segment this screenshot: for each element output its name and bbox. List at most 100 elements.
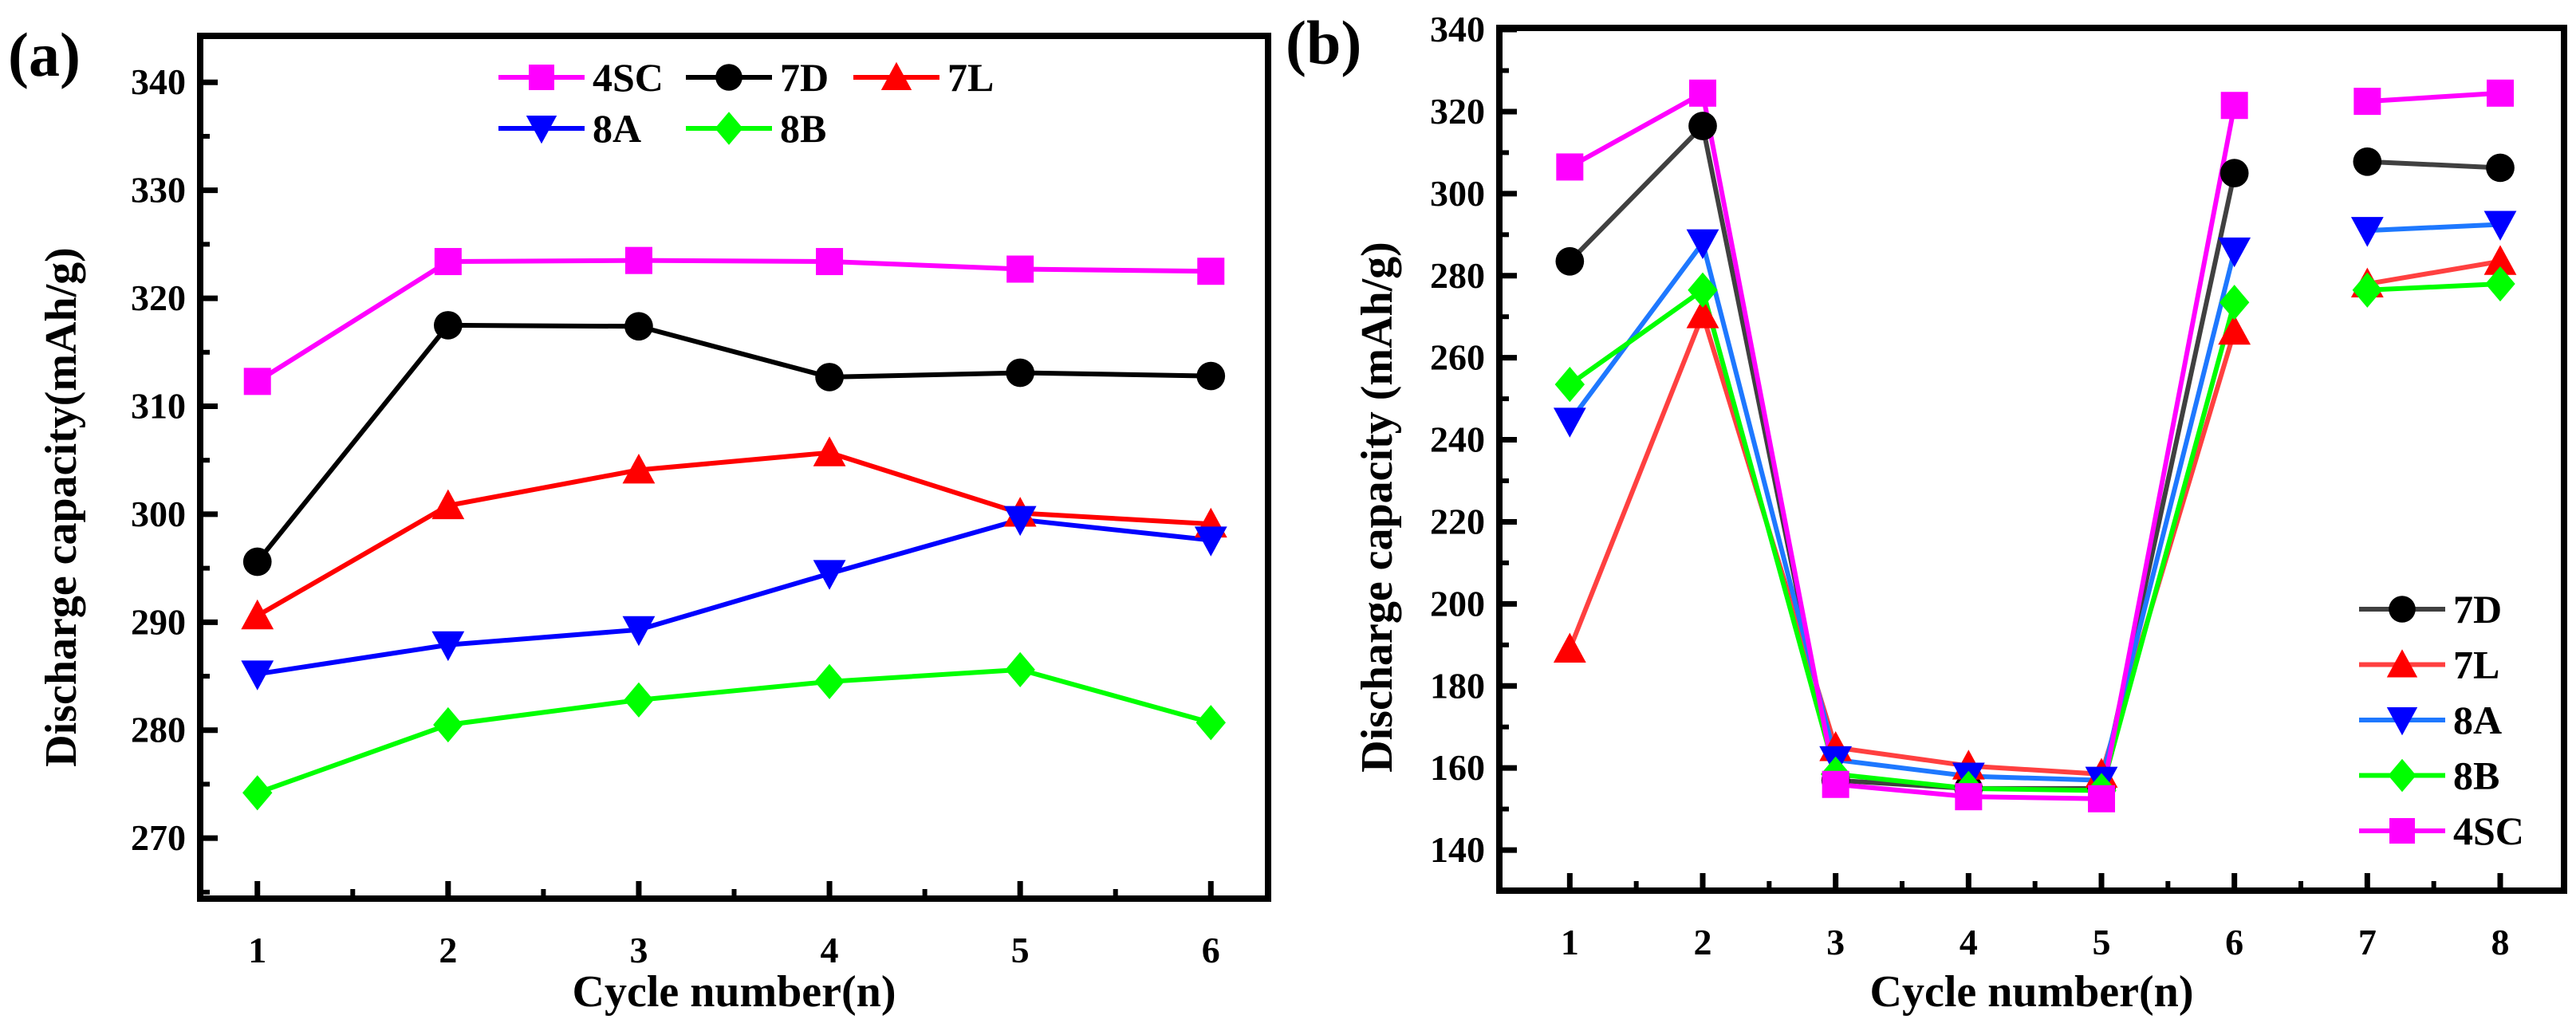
series-7D: [255, 322, 1211, 564]
y-axis-label: Discharge capacity (mAh/g): [1353, 242, 1402, 773]
legend-item-8B: 8B: [686, 106, 826, 151]
data-point-8B-6: [1195, 705, 1226, 741]
data-point-4SC-5: [2088, 785, 2115, 813]
data-point-4SC-2: [1689, 79, 1716, 107]
series-line-7D: [255, 322, 1211, 564]
y-tick-label: 220: [1430, 501, 1485, 541]
data-point-4SC-8: [2487, 79, 2514, 107]
data-point-7D-2: [1688, 112, 1717, 140]
data-point-7L-8: [2483, 245, 2517, 275]
data-point-8A-6: [2218, 237, 2251, 268]
y-tick-label: 310: [131, 385, 186, 426]
data-point-7D-5: [1006, 358, 1035, 388]
chart-panel-a: 270 280 290 300 310 320 330 340 1 2 3 4 5 6 Cycle numb…: [8, 20, 1271, 1017]
data-point-4SC-4: [1955, 783, 1983, 811]
data-point-7D-1: [242, 547, 272, 576]
legend-label: 4SC: [2453, 809, 2524, 853]
legend-label: 8A: [2453, 698, 2502, 742]
data-point-7D-7: [2353, 147, 2382, 176]
y-tick-label: 280: [131, 710, 186, 750]
series-line-8B: [2367, 281, 2501, 293]
series-7L: [1567, 258, 2501, 777]
y-tick-label: 320: [1430, 91, 1485, 132]
data-point-7D-8: [2486, 153, 2515, 183]
x-tick-label: 7: [2358, 922, 2377, 962]
y-tick-label: 200: [1430, 583, 1485, 624]
legend-item-7D: 7D: [686, 55, 829, 100]
data-point-7D-3: [624, 312, 653, 341]
y-tick-label: 280: [1430, 255, 1485, 296]
legend-item-4SC: 4SC: [498, 55, 664, 100]
series-7L: [256, 450, 1211, 618]
data-point-8B-2: [1688, 272, 1718, 308]
data-point-4SC-3: [1822, 770, 1849, 798]
series-line-4SC: [1568, 90, 2237, 801]
data-point-4SC-7: [2353, 88, 2381, 116]
plot-frame: [1496, 25, 2567, 894]
data-point-8B-7: [2352, 272, 2383, 308]
series-markers-7L: [1553, 245, 2517, 788]
y-tick-label: 320: [131, 277, 186, 318]
series-4SC: [256, 258, 1211, 384]
x-tick-label: 3: [629, 930, 648, 970]
x-tick-label: 2: [1694, 922, 1712, 962]
chart-panel-b: 140 160 180 200 220 240 260 280 300 320 340 1 2 3 4 5 6 7…: [1286, 8, 2567, 1017]
data-point-4SC-3: [624, 246, 652, 274]
legend: 7D 7L 8A 8B 4SC: [2359, 587, 2524, 853]
y-axis-label: Discharge capacity(mAh/g): [37, 247, 86, 767]
data-point-7D-4: [815, 363, 844, 392]
legend-label: 8B: [2453, 754, 2499, 798]
plot-frame: [197, 33, 1271, 902]
data-point-7L-6: [2218, 314, 2251, 345]
data-point-8B-5: [1005, 651, 1035, 688]
x-tick-label: 4: [1960, 922, 1978, 962]
y-tick-label: 270: [131, 817, 186, 858]
data-point-7L-3: [622, 453, 656, 484]
series-markers-8B: [242, 651, 1226, 811]
x-tick-label: 8: [2491, 922, 2510, 962]
legend-item-7L: 7L: [2359, 643, 2499, 687]
x-tick-label: 1: [248, 930, 266, 970]
data-point-4SC-6: [1197, 258, 1225, 285]
legend-label: 7L: [947, 55, 994, 100]
legend-item-8A: 8A: [2359, 698, 2502, 742]
data-point-8B-6: [2219, 285, 2250, 321]
x-axis-label: Cycle number(n): [573, 967, 896, 1017]
series-4SC: [1568, 90, 2501, 801]
y-tick-label: 340: [1430, 9, 1485, 49]
data-point-8A-2: [1686, 229, 1719, 259]
data-point-4SC-5: [1006, 255, 1034, 283]
series-markers-4SC: [1556, 79, 2514, 813]
data-point-7D-6: [2220, 159, 2249, 187]
y-tick-label: 160: [1430, 747, 1485, 788]
series-8B: [1568, 281, 2501, 793]
series-line-7L: [2366, 258, 2501, 287]
y-tick-label: 180: [1430, 665, 1485, 706]
y-tick-label: 240: [1430, 419, 1485, 460]
data-point-7L-2: [431, 489, 465, 520]
panel-label: (a): [8, 20, 81, 89]
x-tick-label: 6: [2225, 922, 2243, 962]
data-point-8A-7: [2350, 217, 2384, 247]
x-tick-label: 5: [1011, 930, 1030, 970]
legend-item-7L: 7L: [853, 55, 994, 100]
series-line-7L: [256, 450, 1211, 618]
data-point-4SC-2: [434, 248, 462, 276]
legend-label: 7D: [780, 55, 829, 100]
x-tick-label: 6: [1202, 930, 1220, 970]
y-tick-label: 340: [131, 61, 186, 102]
legend-marker-7L: [2386, 649, 2418, 678]
data-point-8A-1: [241, 660, 274, 691]
legend-label: 7D: [2453, 587, 2502, 632]
data-point-8B-4: [814, 663, 845, 699]
data-point-7L-1: [241, 599, 274, 630]
data-point-8B-3: [624, 682, 654, 718]
legend-label: 7L: [2453, 643, 2499, 687]
data-point-8B-1: [1554, 367, 1585, 403]
legend-label: 8A: [593, 106, 641, 151]
series-markers-7D: [1555, 112, 2515, 803]
legend-marker-7D: [715, 64, 742, 91]
y-tick-label: 260: [1430, 337, 1485, 378]
data-point-4SC-1: [243, 368, 271, 395]
data-point-8A-4: [813, 560, 846, 590]
